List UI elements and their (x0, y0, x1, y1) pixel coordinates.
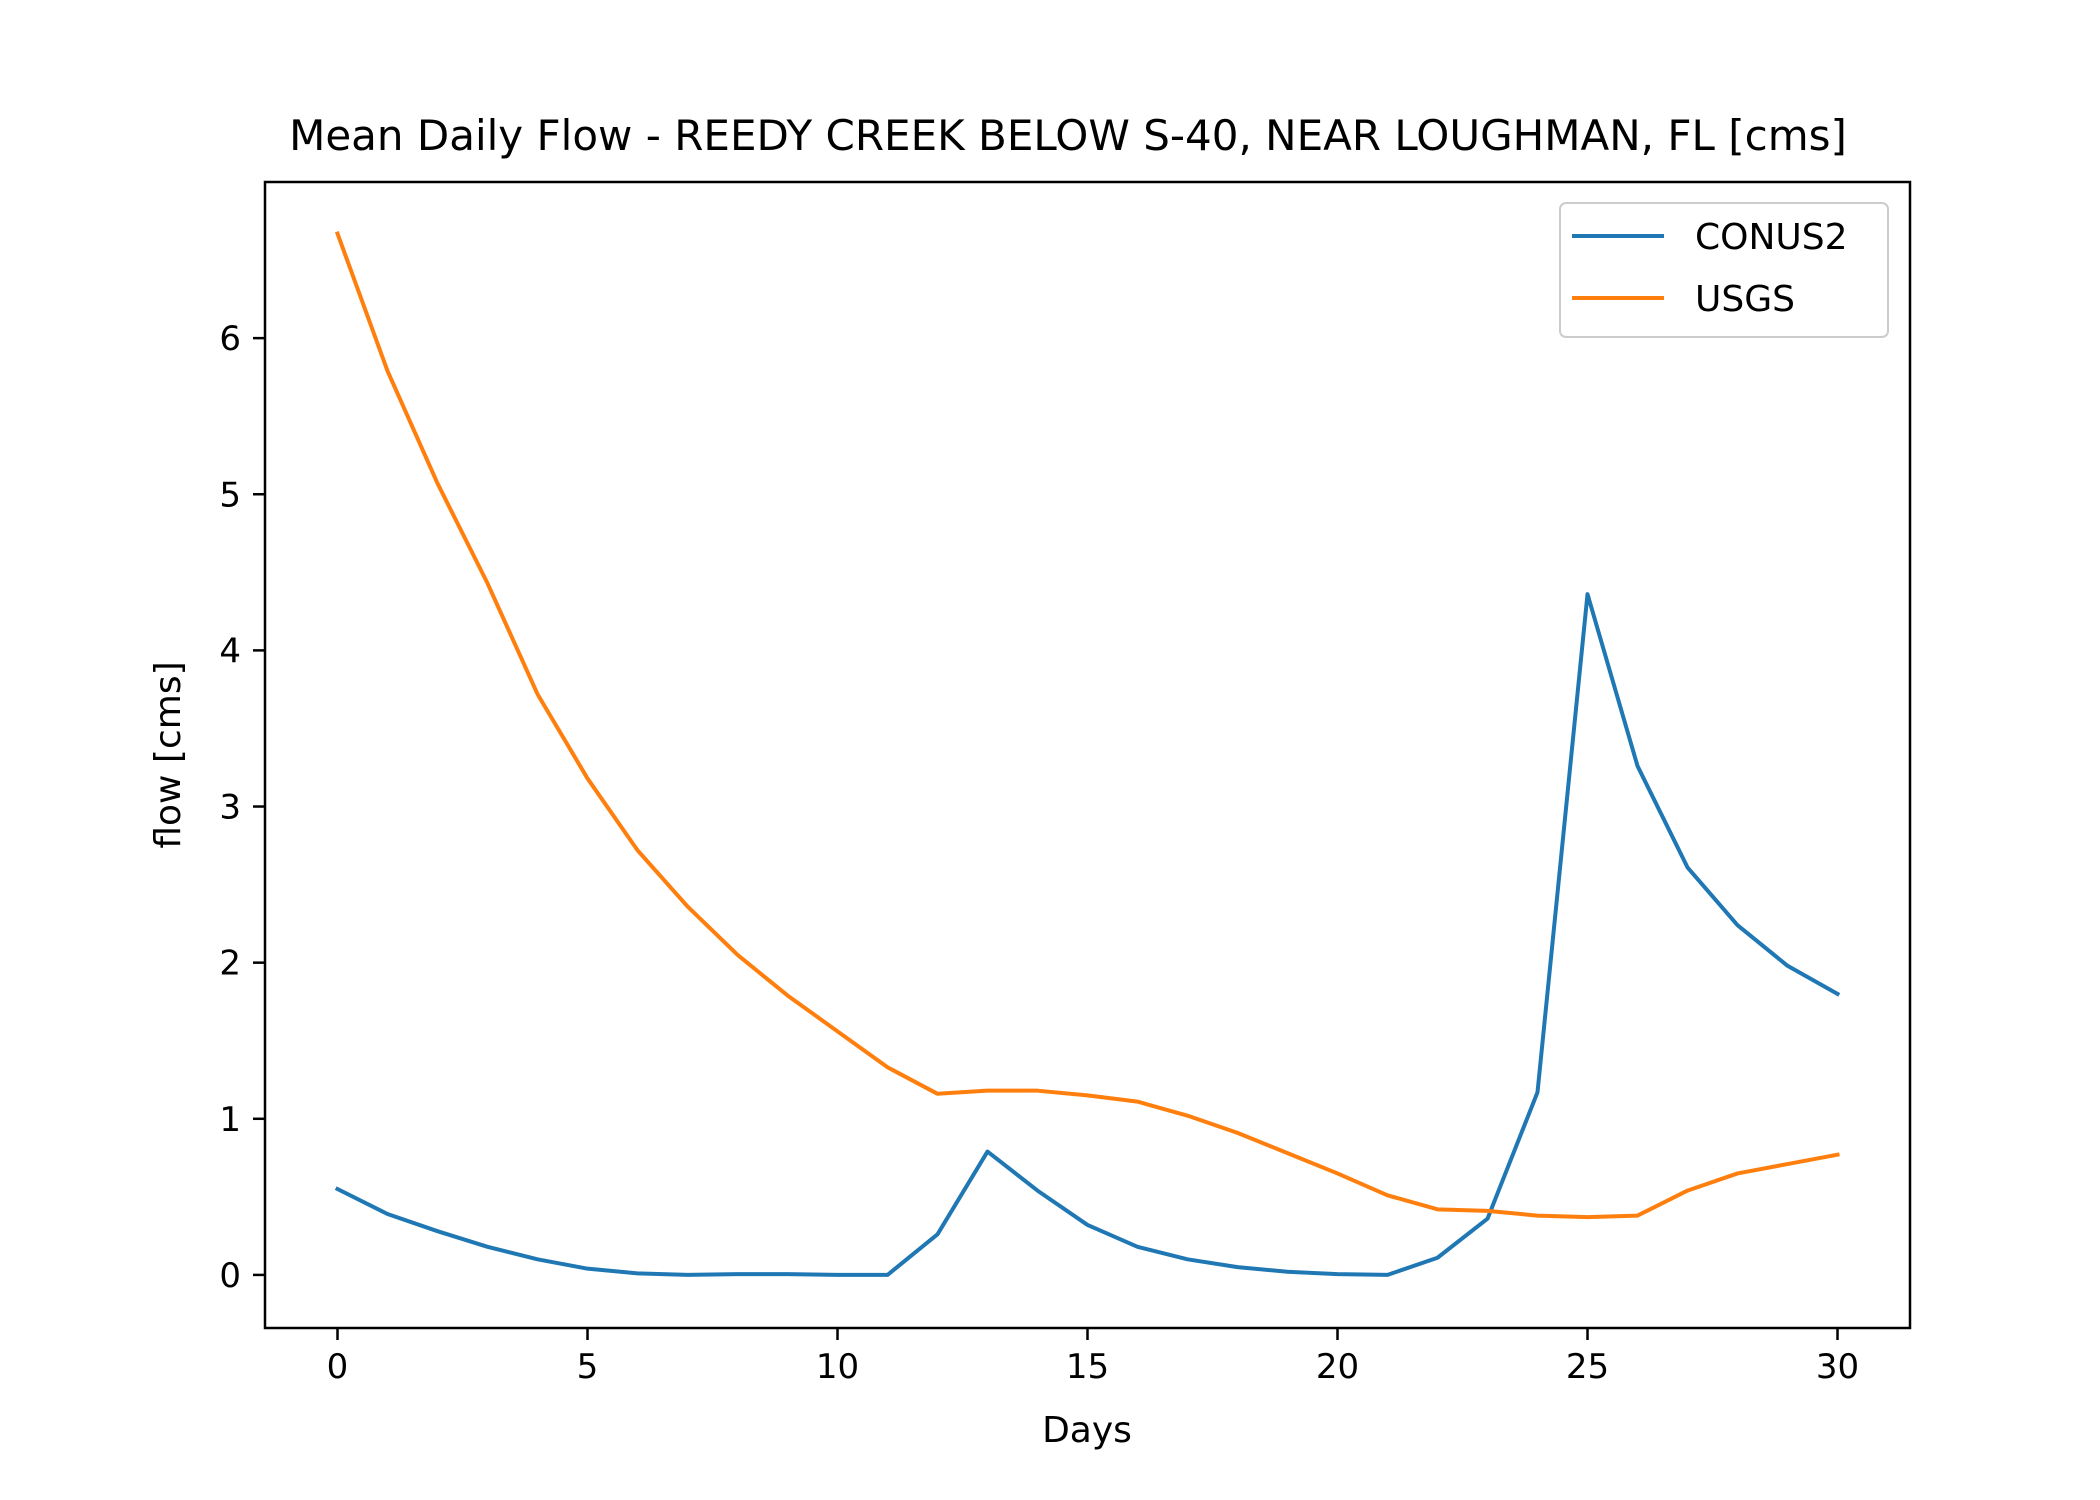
y-tick-label: 2 (219, 944, 241, 984)
x-axis: 0 5 10 15 20 25 30 (327, 1328, 1859, 1387)
x-tick-label: 15 (1066, 1347, 1109, 1387)
x-tick-label: 20 (1316, 1347, 1359, 1387)
y-tick-label: 4 (219, 631, 241, 671)
chart-title: Mean Daily Flow - REEDY CREEK BELOW S-40… (289, 111, 1847, 160)
x-tick-label: 5 (577, 1347, 599, 1387)
y-tick-label: 6 (219, 319, 241, 359)
legend-label-conus2: CONUS2 (1695, 217, 1848, 258)
y-tick-label: 5 (219, 475, 241, 515)
series-group (334, 230, 1841, 1277)
legend-label-usgs: USGS (1695, 279, 1795, 320)
x-axis-label: Days (1042, 1410, 1132, 1451)
y-tick-label: 0 (219, 1256, 241, 1296)
y-tick-label: 1 (219, 1100, 241, 1140)
y-tick-label: 3 (219, 788, 241, 828)
x-tick-label: 10 (816, 1347, 859, 1387)
x-tick-label: 30 (1816, 1347, 1859, 1387)
series-line-usgs (334, 230, 1840, 1220)
x-tick-label: 0 (327, 1347, 349, 1387)
y-axis: 0 1 2 3 4 5 6 (219, 319, 265, 1296)
y-axis-label: flow [cms] (148, 661, 189, 848)
series-line-conus2 (334, 592, 1841, 1277)
x-tick-label: 25 (1566, 1347, 1609, 1387)
legend: CONUS2 USGS (1559, 202, 1889, 338)
